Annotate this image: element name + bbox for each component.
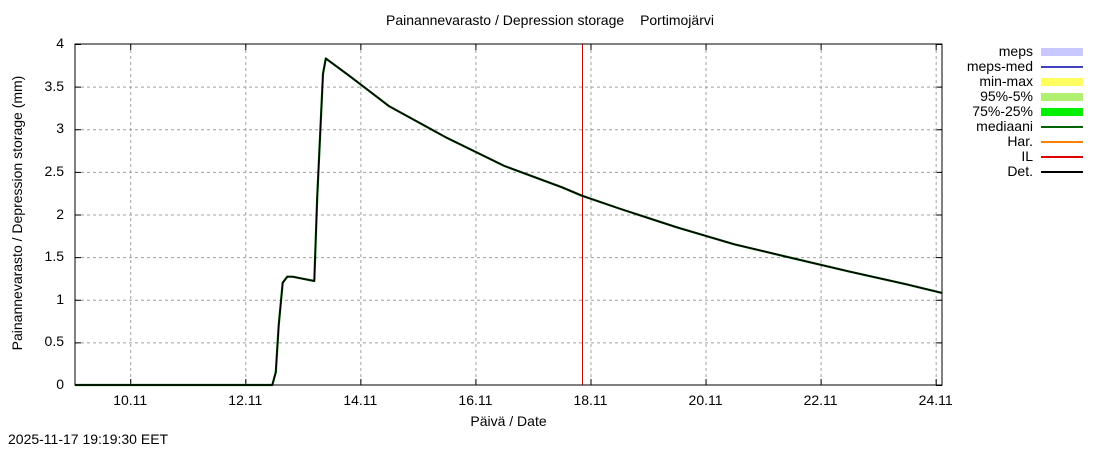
legend-label: 75%-25%: [972, 103, 1033, 119]
x-tick-label: 22.11: [803, 392, 838, 408]
legend-swatch-icon: [1041, 108, 1083, 116]
legend-item: mediaani: [945, 119, 1095, 134]
chart-title-main: Painannevarasto / Depression storage: [386, 12, 625, 28]
legend-item: Har.: [945, 134, 1095, 149]
legend-swatch-icon: [1041, 126, 1083, 128]
y-tick-label: 3: [56, 120, 64, 137]
x-tick-label: 10.11: [113, 392, 148, 408]
x-axis-label: Päivä / Date: [470, 413, 547, 429]
legend-swatch-icon: [1041, 171, 1083, 173]
legend-label: Har.: [1007, 133, 1033, 149]
x-tick-label: 18.11: [573, 392, 608, 408]
legend-swatch-icon: [1041, 48, 1083, 56]
timestamp: 2025-11-17 19:19:30 EET: [8, 431, 169, 447]
y-tick-label: 0.5: [44, 333, 64, 350]
y-tick-label: 4: [56, 35, 64, 51]
chart-title-station: Portimojärvi: [640, 12, 714, 28]
chart-title: Painannevarasto / Depression storage Por…: [0, 12, 1100, 28]
legend-item: 75%-25%: [945, 104, 1095, 119]
plot-frame: [74, 43, 943, 386]
legend-swatch-icon: [1041, 156, 1083, 158]
legend-label: min-max: [979, 73, 1033, 89]
legend-item: min-max: [945, 74, 1095, 89]
legend-label: meps-med: [966, 58, 1033, 74]
x-tick-label: 20.11: [688, 392, 723, 408]
legend-label: mediaani: [976, 118, 1033, 134]
legend-swatch-icon: [1041, 66, 1083, 68]
series-line-det: [75, 57, 943, 386]
legend-label: IL: [1021, 148, 1033, 164]
grid-lines: [75, 44, 942, 386]
legend-label: 95%-5%: [980, 88, 1033, 104]
y-tick-label: 1.5: [44, 248, 64, 265]
legend-label: Det.: [1007, 163, 1033, 179]
legend-item: meps-med: [945, 59, 1095, 74]
y-tick-label: 1: [56, 290, 64, 307]
legend-item: IL: [945, 149, 1095, 164]
series-lines: [75, 57, 943, 387]
legend-item: 95%-5%: [945, 89, 1095, 104]
y-tick-label: 0: [56, 376, 64, 392]
y-tick-label: 2: [56, 205, 64, 222]
legend-swatch-icon: [1041, 78, 1083, 86]
x-tick-label: 24.11: [918, 392, 953, 408]
legend-item: meps: [945, 44, 1095, 59]
legend-swatch-icon: [1041, 141, 1083, 143]
y-tick-label: 3.5: [44, 77, 64, 94]
legend-item: Det.: [945, 164, 1095, 179]
legend-swatch-icon: [1041, 93, 1083, 101]
x-tick-label: 14.11: [343, 392, 378, 408]
legend-label: meps: [998, 43, 1033, 59]
y-tick-label: 2.5: [44, 162, 64, 179]
x-tick-label: 16.11: [458, 392, 493, 408]
x-tick-label: 12.11: [228, 392, 263, 408]
